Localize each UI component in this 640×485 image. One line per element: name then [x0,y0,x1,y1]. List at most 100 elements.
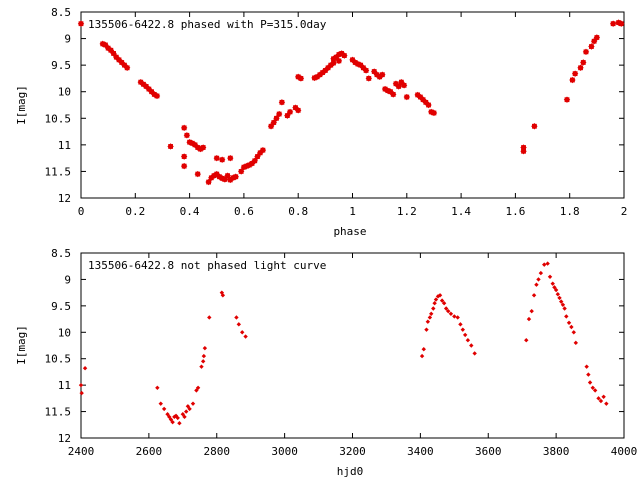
data-point-core [379,72,385,78]
data-point-core [352,60,358,65]
data-point-core [616,20,621,26]
data-point [529,308,534,314]
plot-frame [80,11,625,199]
data-point [177,421,182,426]
x-tick-label: 0.2 [125,205,145,218]
data-point [161,406,167,412]
data-point-core [154,93,160,99]
data-point-core [331,60,336,66]
x-axis-label: phase [333,225,366,238]
data-point [201,353,207,359]
data-point-core [284,113,290,119]
x-tick-label: 1.2 [397,205,417,218]
data-point [590,385,595,390]
data-point [202,345,208,351]
data-point [195,385,201,390]
y-axis-label: I[mag] [15,325,28,365]
data-point [538,270,544,276]
data-point-core [580,60,586,65]
data-point [458,322,463,327]
y-tick-label: 12 [58,192,71,205]
data-point-core [594,35,600,40]
data-point-core [589,44,594,49]
y-tick-label: 11.5 [45,165,72,178]
data-point-core [78,21,84,27]
data-point-core [293,105,298,111]
data-point [187,406,192,412]
data-point [555,292,561,297]
data-point [550,281,555,286]
y-tick-label: 10 [58,326,71,339]
data-point [571,330,576,335]
data-point-core [317,72,323,78]
data-point [184,409,189,414]
unphased-panel: 135506-6422.8 not phased light curve hjd… [15,247,637,478]
data-point-core [211,173,217,179]
x-tick-label: 0.6 [234,205,254,218]
data-point-core [415,92,421,98]
data-point [552,285,557,290]
data-point [584,364,589,369]
data-point-core [268,123,274,129]
data-point-core [227,177,233,183]
data-point-core [257,150,263,156]
data-point-core [336,52,342,57]
data-point [190,401,196,406]
data-point [220,293,226,298]
data-point-core [366,76,372,81]
x-tick-label: 3800 [543,445,570,458]
data-point-core [195,145,201,150]
x-tick-label: 2600 [136,445,163,458]
data-point-core [295,107,301,113]
data-point-core [100,41,106,47]
data-point-core [141,81,146,87]
data-point-core [572,71,578,77]
data-point-core [341,53,347,58]
data-point-core [564,97,570,103]
data-point-core [184,132,190,138]
data-point-core [227,155,233,161]
data-point [421,347,426,352]
data-point-core [206,179,212,185]
chart-title: 135506-6422.8 not phased light curve [88,259,326,272]
data-point [427,315,433,320]
data-point-core [233,174,239,180]
data-point-core [105,45,111,51]
data-point-core [322,68,328,73]
data-point [200,359,206,364]
data-point [564,314,569,319]
data-point [524,338,529,343]
data-point [460,327,465,332]
phased-panel: 135506-6422.8 phased with P=315.0day pha… [15,6,627,238]
x-tick-label: 0 [78,205,85,218]
data-point-core [225,173,231,179]
data-point-core [377,74,383,80]
data-point-core [260,147,266,153]
data-point [240,330,245,335]
data-point-core [103,42,108,48]
data-point-core [244,163,250,169]
data-point-core [151,91,157,97]
data-point-core [146,86,152,92]
data-point [562,306,567,311]
y-tick-label: 10.5 [45,112,72,125]
data-point [172,414,177,420]
data-point-core [325,65,331,71]
x-tick-label: 0.4 [180,205,200,218]
data-point [437,293,443,298]
data-point [526,316,532,322]
data-point [236,322,242,327]
data-point [455,315,460,320]
data-points [78,261,609,426]
data-point-core [371,69,377,74]
y-tick-label: 8.5 [51,247,71,260]
data-point-core [417,94,423,100]
x-tick-label: 4000 [611,445,638,458]
axis-ticks: 0 0.2 0.4 0.6 0.8 1 1.2 1.4 1.6 1.8 2 8.5 9 9.5 10 10.5… [45,6,628,218]
y-tick-label: 10.5 [45,353,72,366]
data-point [604,401,609,406]
data-point-core [358,62,364,68]
data-point [452,314,457,319]
data-point [170,419,175,425]
